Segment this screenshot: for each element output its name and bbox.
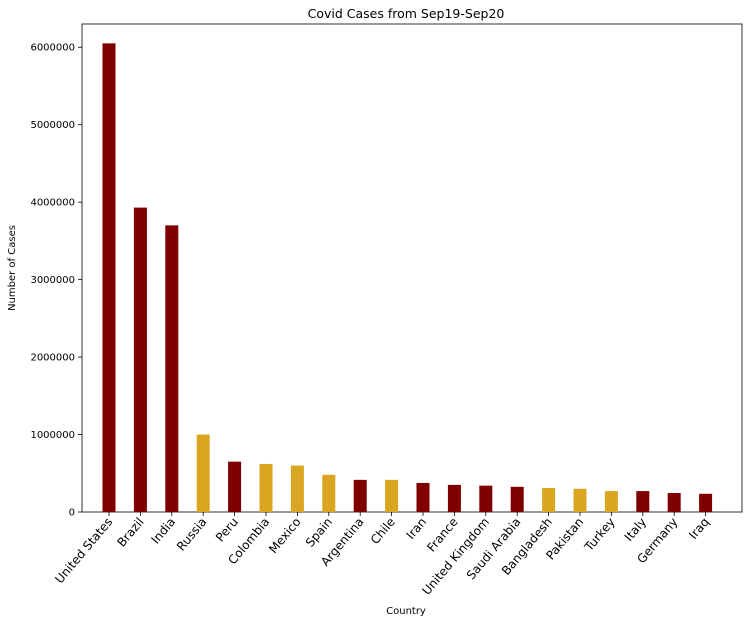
bar — [447, 484, 461, 512]
bar — [667, 493, 681, 512]
x-tick-label: Mexico — [266, 515, 304, 556]
bar — [479, 485, 493, 512]
y-tick-label: 1000000 — [30, 430, 75, 441]
chart-title: Covid Cases from Sep19-Sep20 — [308, 6, 505, 21]
bar — [353, 479, 367, 512]
x-tick-label: India — [148, 515, 178, 547]
bar — [102, 43, 116, 512]
bar — [542, 487, 556, 512]
bar — [385, 479, 399, 512]
bar — [196, 434, 210, 512]
plot-area — [81, 23, 743, 513]
x-tick-label: United States — [52, 515, 115, 586]
bar — [133, 207, 147, 513]
y-tick-label: 5000000 — [30, 120, 75, 131]
y-tick-label: 3000000 — [30, 275, 75, 286]
y-axis-label: Number of Cases — [7, 225, 18, 311]
bar — [699, 493, 713, 512]
bar — [290, 465, 304, 512]
x-tick-label: Brazil — [114, 515, 146, 550]
y-tick-label: 0 — [69, 508, 75, 519]
x-tick-label: Italy — [622, 515, 649, 544]
bar — [259, 463, 273, 512]
bar — [573, 488, 587, 512]
bar — [510, 486, 524, 512]
bar — [322, 474, 336, 512]
y-tick-label: 4000000 — [30, 198, 75, 209]
x-tick-label: Turkey — [581, 515, 617, 555]
x-tick-label: Iraq — [686, 515, 712, 542]
y-tick-label: 2000000 — [30, 353, 75, 364]
x-tick-label: Peru — [213, 515, 241, 544]
bar — [228, 461, 242, 512]
bars — [102, 43, 713, 513]
bar — [636, 491, 650, 512]
x-tick-label: Russia — [174, 515, 210, 554]
y-tick-label: 6000000 — [30, 43, 75, 54]
x-tick-label: Iran — [404, 515, 430, 542]
bar — [604, 491, 618, 512]
y-axis: 0 1000000 2000000 3000000 4000000 5000000 6000… — [30, 43, 82, 519]
bar — [165, 225, 179, 512]
bar — [416, 482, 430, 512]
x-tick-label: Chile — [368, 515, 398, 547]
x-axis-label: Country — [386, 606, 426, 617]
